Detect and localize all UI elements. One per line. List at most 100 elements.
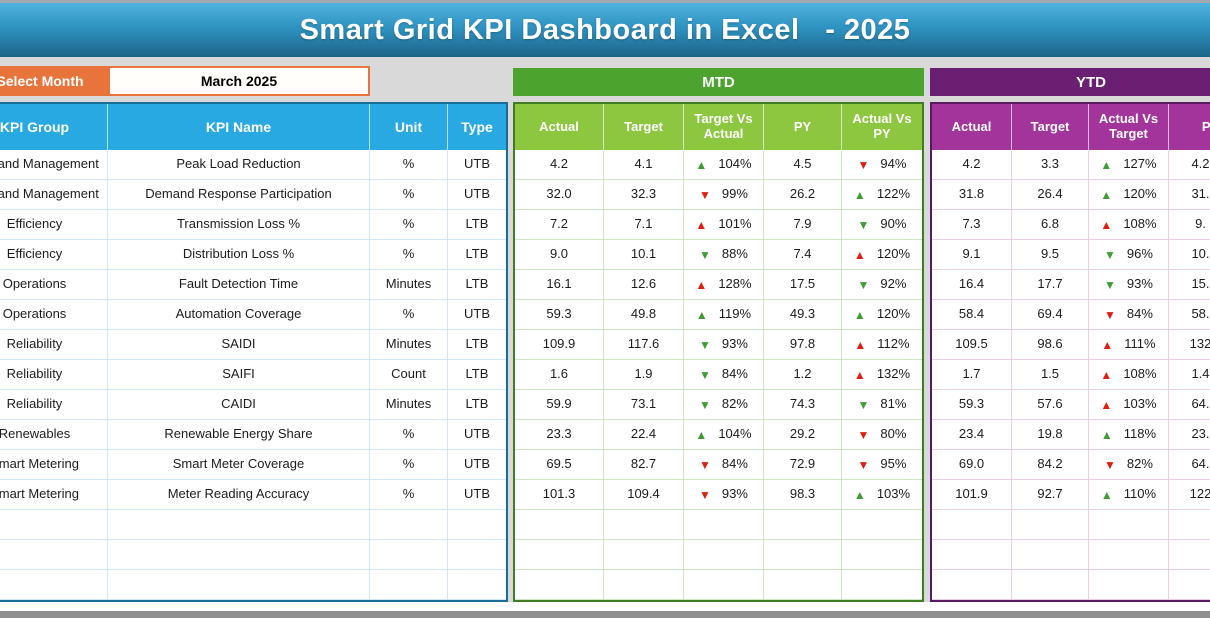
cell-mtd-actual-vs-py[interactable]: ▼ 94% bbox=[842, 150, 922, 180]
cell-ytd-actual-vs-target[interactable]: ▲ 108% bbox=[1089, 210, 1169, 240]
cell-kpi-group[interactable]: Reliability bbox=[0, 390, 108, 420]
cell-ytd-actual-vs-target[interactable]: ▼ 93% bbox=[1089, 270, 1169, 300]
cell-ytd-actual-vs-target[interactable]: ▲ 118% bbox=[1089, 420, 1169, 450]
cell-ytd-py[interactable]: 64. bbox=[1169, 450, 1210, 480]
empty-cell[interactable] bbox=[842, 540, 922, 570]
cell-type[interactable]: LTB bbox=[448, 210, 506, 240]
empty-cell[interactable] bbox=[684, 540, 764, 570]
cell-type[interactable]: UTB bbox=[448, 480, 506, 510]
cell-mtd-actual-vs-py[interactable]: ▲ 112% bbox=[842, 330, 922, 360]
cell-mtd-py[interactable]: 74.3 bbox=[764, 390, 842, 420]
col-header-kpi-name[interactable]: KPI Name bbox=[108, 104, 370, 150]
empty-cell[interactable] bbox=[448, 510, 506, 540]
month-selector[interactable]: March 2025 bbox=[108, 66, 370, 96]
empty-cell[interactable] bbox=[1089, 570, 1169, 600]
cell-kpi-group[interactable]: Operations bbox=[0, 270, 108, 300]
cell-ytd-actual-vs-target[interactable]: ▼ 82% bbox=[1089, 450, 1169, 480]
cell-unit[interactable]: % bbox=[370, 240, 448, 270]
empty-cell[interactable] bbox=[604, 510, 684, 540]
cell-ytd-actual[interactable]: 16.4 bbox=[932, 270, 1012, 300]
cell-ytd-actual-vs-target[interactable]: ▲ 120% bbox=[1089, 180, 1169, 210]
cell-mtd-target-vs-actual[interactable]: ▼ 82% bbox=[684, 390, 764, 420]
cell-unit[interactable]: % bbox=[370, 480, 448, 510]
cell-ytd-target[interactable]: 9.5 bbox=[1012, 240, 1089, 270]
cell-mtd-actual[interactable]: 9.0 bbox=[515, 240, 604, 270]
cell-ytd-actual[interactable]: 1.7 bbox=[932, 360, 1012, 390]
cell-ytd-target[interactable]: 98.6 bbox=[1012, 330, 1089, 360]
empty-cell[interactable] bbox=[1089, 510, 1169, 540]
cell-ytd-actual-vs-target[interactable]: ▲ 127% bbox=[1089, 150, 1169, 180]
cell-type[interactable]: UTB bbox=[448, 450, 506, 480]
cell-ytd-target[interactable]: 1.5 bbox=[1012, 360, 1089, 390]
cell-unit[interactable]: % bbox=[370, 150, 448, 180]
cell-type[interactable]: UTB bbox=[448, 150, 506, 180]
cell-mtd-py[interactable]: 49.3 bbox=[764, 300, 842, 330]
cell-mtd-target[interactable]: 73.1 bbox=[604, 390, 684, 420]
cell-kpi-group[interactable]: Renewables bbox=[0, 420, 108, 450]
cell-unit[interactable]: % bbox=[370, 450, 448, 480]
cell-ytd-target[interactable]: 92.7 bbox=[1012, 480, 1089, 510]
cell-type[interactable]: UTB bbox=[448, 180, 506, 210]
cell-mtd-actual-vs-py[interactable]: ▲ 132% bbox=[842, 360, 922, 390]
cell-mtd-target[interactable]: 12.6 bbox=[604, 270, 684, 300]
cell-ytd-target[interactable]: 3.3 bbox=[1012, 150, 1089, 180]
empty-cell[interactable] bbox=[1169, 540, 1210, 570]
empty-cell[interactable] bbox=[448, 570, 506, 600]
cell-mtd-target[interactable]: 10.1 bbox=[604, 240, 684, 270]
cell-ytd-actual-vs-target[interactable]: ▲ 103% bbox=[1089, 390, 1169, 420]
cell-ytd-actual[interactable]: 7.3 bbox=[932, 210, 1012, 240]
cell-ytd-target[interactable]: 69.4 bbox=[1012, 300, 1089, 330]
empty-cell[interactable] bbox=[515, 570, 604, 600]
cell-mtd-py[interactable]: 7.4 bbox=[764, 240, 842, 270]
cell-mtd-py[interactable]: 72.9 bbox=[764, 450, 842, 480]
empty-cell[interactable] bbox=[370, 510, 448, 540]
col-header-kpi-group[interactable]: KPI Group bbox=[0, 104, 108, 150]
cell-kpi-name[interactable]: Distribution Loss % bbox=[108, 240, 370, 270]
cell-kpi-group[interactable]: Operations bbox=[0, 300, 108, 330]
cell-ytd-target[interactable]: 17.7 bbox=[1012, 270, 1089, 300]
cell-kpi-group[interactable]: Efficiency bbox=[0, 240, 108, 270]
cell-ytd-py[interactable]: 23. bbox=[1169, 420, 1210, 450]
empty-cell[interactable] bbox=[764, 540, 842, 570]
cell-mtd-target[interactable]: 117.6 bbox=[604, 330, 684, 360]
cell-mtd-actual-vs-py[interactable]: ▼ 90% bbox=[842, 210, 922, 240]
cell-kpi-name[interactable]: Renewable Energy Share bbox=[108, 420, 370, 450]
cell-mtd-target-vs-actual[interactable]: ▼ 93% bbox=[684, 330, 764, 360]
cell-mtd-actual-vs-py[interactable]: ▲ 103% bbox=[842, 480, 922, 510]
cell-mtd-actual[interactable]: 69.5 bbox=[515, 450, 604, 480]
cell-mtd-actual-vs-py[interactable]: ▼ 92% bbox=[842, 270, 922, 300]
cell-mtd-actual-vs-py[interactable]: ▼ 81% bbox=[842, 390, 922, 420]
cell-mtd-target[interactable]: 82.7 bbox=[604, 450, 684, 480]
cell-unit[interactable]: % bbox=[370, 180, 448, 210]
cell-mtd-target-vs-actual[interactable]: ▼ 88% bbox=[684, 240, 764, 270]
cell-kpi-name[interactable]: Automation Coverage bbox=[108, 300, 370, 330]
cell-mtd-actual-vs-py[interactable]: ▼ 80% bbox=[842, 420, 922, 450]
cell-type[interactable]: UTB bbox=[448, 300, 506, 330]
cell-mtd-py[interactable]: 97.8 bbox=[764, 330, 842, 360]
cell-kpi-group[interactable]: Reliability bbox=[0, 360, 108, 390]
cell-mtd-target-vs-actual[interactable]: ▼ 84% bbox=[684, 360, 764, 390]
cell-kpi-group[interactable]: Smart Metering bbox=[0, 480, 108, 510]
cell-mtd-py[interactable]: 1.2 bbox=[764, 360, 842, 390]
empty-cell[interactable] bbox=[370, 570, 448, 600]
mtd-section-header[interactable]: MTD bbox=[513, 68, 924, 96]
empty-cell[interactable] bbox=[932, 570, 1012, 600]
cell-mtd-actual-vs-py[interactable]: ▲ 120% bbox=[842, 300, 922, 330]
cell-mtd-py[interactable]: 7.9 bbox=[764, 210, 842, 240]
empty-cell[interactable] bbox=[0, 510, 108, 540]
cell-ytd-actual[interactable]: 31.8 bbox=[932, 180, 1012, 210]
cell-mtd-actual[interactable]: 23.3 bbox=[515, 420, 604, 450]
ytd-section-header[interactable]: YTD bbox=[930, 68, 1210, 96]
cell-mtd-target-vs-actual[interactable]: ▲ 101% bbox=[684, 210, 764, 240]
cell-unit[interactable]: Minutes bbox=[370, 270, 448, 300]
cell-unit[interactable]: Minutes bbox=[370, 330, 448, 360]
empty-cell[interactable] bbox=[108, 510, 370, 540]
empty-cell[interactable] bbox=[0, 570, 108, 600]
empty-cell[interactable] bbox=[932, 510, 1012, 540]
cell-mtd-actual[interactable]: 32.0 bbox=[515, 180, 604, 210]
cell-mtd-target[interactable]: 32.3 bbox=[604, 180, 684, 210]
cell-mtd-target-vs-actual[interactable]: ▼ 84% bbox=[684, 450, 764, 480]
cell-type[interactable]: UTB bbox=[448, 420, 506, 450]
cell-ytd-py[interactable]: 10. bbox=[1169, 240, 1210, 270]
col-header-ytd-actual[interactable]: Actual bbox=[932, 104, 1012, 150]
